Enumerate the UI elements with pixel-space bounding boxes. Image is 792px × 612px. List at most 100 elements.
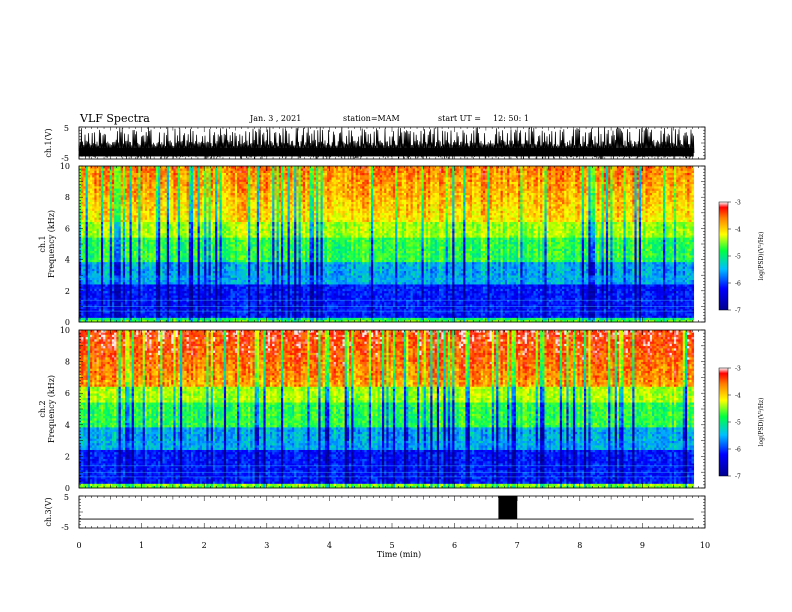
spec-cell <box>558 297 561 300</box>
spec-cell <box>193 284 196 287</box>
spec-cell <box>327 302 330 305</box>
spec-cell <box>617 284 620 287</box>
spec-cell <box>270 284 273 287</box>
spec-cell <box>432 284 435 287</box>
spec-cell <box>358 313 361 316</box>
spec-cell <box>637 289 640 292</box>
spec-cell <box>542 306 545 309</box>
spec-cell <box>389 291 392 294</box>
spec-cell <box>428 289 431 292</box>
spec-cell <box>580 309 583 312</box>
spec-cell <box>496 286 499 289</box>
spec-cell <box>132 291 135 294</box>
spec-cell <box>683 295 686 298</box>
spec-cell <box>351 289 354 292</box>
spec-cell <box>533 302 536 305</box>
spec-cell <box>564 297 567 300</box>
spec-cell <box>512 315 515 318</box>
spec-cell <box>408 293 411 296</box>
spec-cell <box>103 295 106 298</box>
spec-cell <box>476 284 479 287</box>
spec-cell <box>369 302 372 305</box>
spec-cell <box>224 289 227 292</box>
spec-cell <box>248 286 251 289</box>
spec-cell <box>290 284 293 287</box>
spec-cell <box>108 318 111 321</box>
spec-cell <box>226 309 229 312</box>
spec-cell <box>645 313 648 316</box>
spec-cell <box>268 295 271 298</box>
spec-cell <box>566 309 569 312</box>
spec-cell <box>656 293 659 296</box>
spec-cell <box>239 295 242 298</box>
spec-cell <box>533 297 536 300</box>
spec-cell <box>140 284 143 287</box>
spec-cell <box>134 297 137 300</box>
spec-cell <box>424 313 427 316</box>
spec-cell <box>112 284 115 287</box>
spec-cell <box>274 284 277 287</box>
spec-cell <box>272 306 275 309</box>
spec-cell <box>643 309 646 312</box>
spec-cell <box>656 286 659 289</box>
spec-cell <box>215 284 218 287</box>
spec-cell <box>211 315 214 318</box>
spec-cell <box>536 293 539 296</box>
spec-cell <box>402 297 405 300</box>
spec-cell <box>167 313 170 316</box>
spec-cell <box>356 306 359 309</box>
spec-cell <box>288 286 291 289</box>
spec-cell <box>400 295 403 298</box>
spec-cell <box>105 295 108 298</box>
spec-cell <box>340 284 343 287</box>
spec-cell <box>536 284 539 287</box>
spec-cell <box>501 302 504 305</box>
spec-cell <box>457 302 460 305</box>
spec-cell <box>652 291 655 294</box>
spec-cell <box>689 291 692 294</box>
spec-cell <box>430 286 433 289</box>
spec-cell <box>408 318 411 321</box>
spec-cell <box>498 313 501 316</box>
spec-cell <box>261 289 264 292</box>
spec-cell <box>151 293 154 296</box>
spec-cell <box>266 306 269 309</box>
spec-cell <box>143 284 146 287</box>
spec-cell <box>569 293 572 296</box>
spec-cell <box>428 295 431 298</box>
spec-cell <box>143 309 146 312</box>
spec-cell <box>202 309 205 312</box>
spec-cell <box>560 309 563 312</box>
spec-cell <box>99 306 102 309</box>
spec-cell <box>674 297 677 300</box>
spec-cell <box>83 297 86 300</box>
spec-cell <box>97 291 100 294</box>
spec-cell <box>656 309 659 312</box>
spec-cell <box>457 315 460 318</box>
spec-cell <box>367 289 370 292</box>
spec-cell <box>389 302 392 305</box>
spec-cell <box>182 291 185 294</box>
spec-cell <box>321 284 324 287</box>
spec-cell <box>555 291 558 294</box>
spec-cell <box>446 302 449 305</box>
spec-cell <box>670 289 673 292</box>
spec-cell <box>591 291 594 294</box>
spec-cell <box>252 306 255 309</box>
spec-cell <box>544 318 547 321</box>
spec-cell <box>514 295 517 298</box>
spec-cell <box>417 318 420 321</box>
spec-cell <box>182 289 185 292</box>
spec-cell <box>353 289 356 292</box>
spec-cell <box>490 295 493 298</box>
spec-cell <box>268 309 271 312</box>
spec-cell <box>248 289 251 292</box>
spec-cell <box>389 289 392 292</box>
spec-cell <box>685 293 688 296</box>
spec-cell <box>154 291 157 294</box>
spec-cell <box>158 313 161 316</box>
spec-cell <box>323 289 326 292</box>
spec-cell <box>674 313 677 316</box>
spec-cell <box>428 293 431 296</box>
spec-cell <box>503 291 506 294</box>
